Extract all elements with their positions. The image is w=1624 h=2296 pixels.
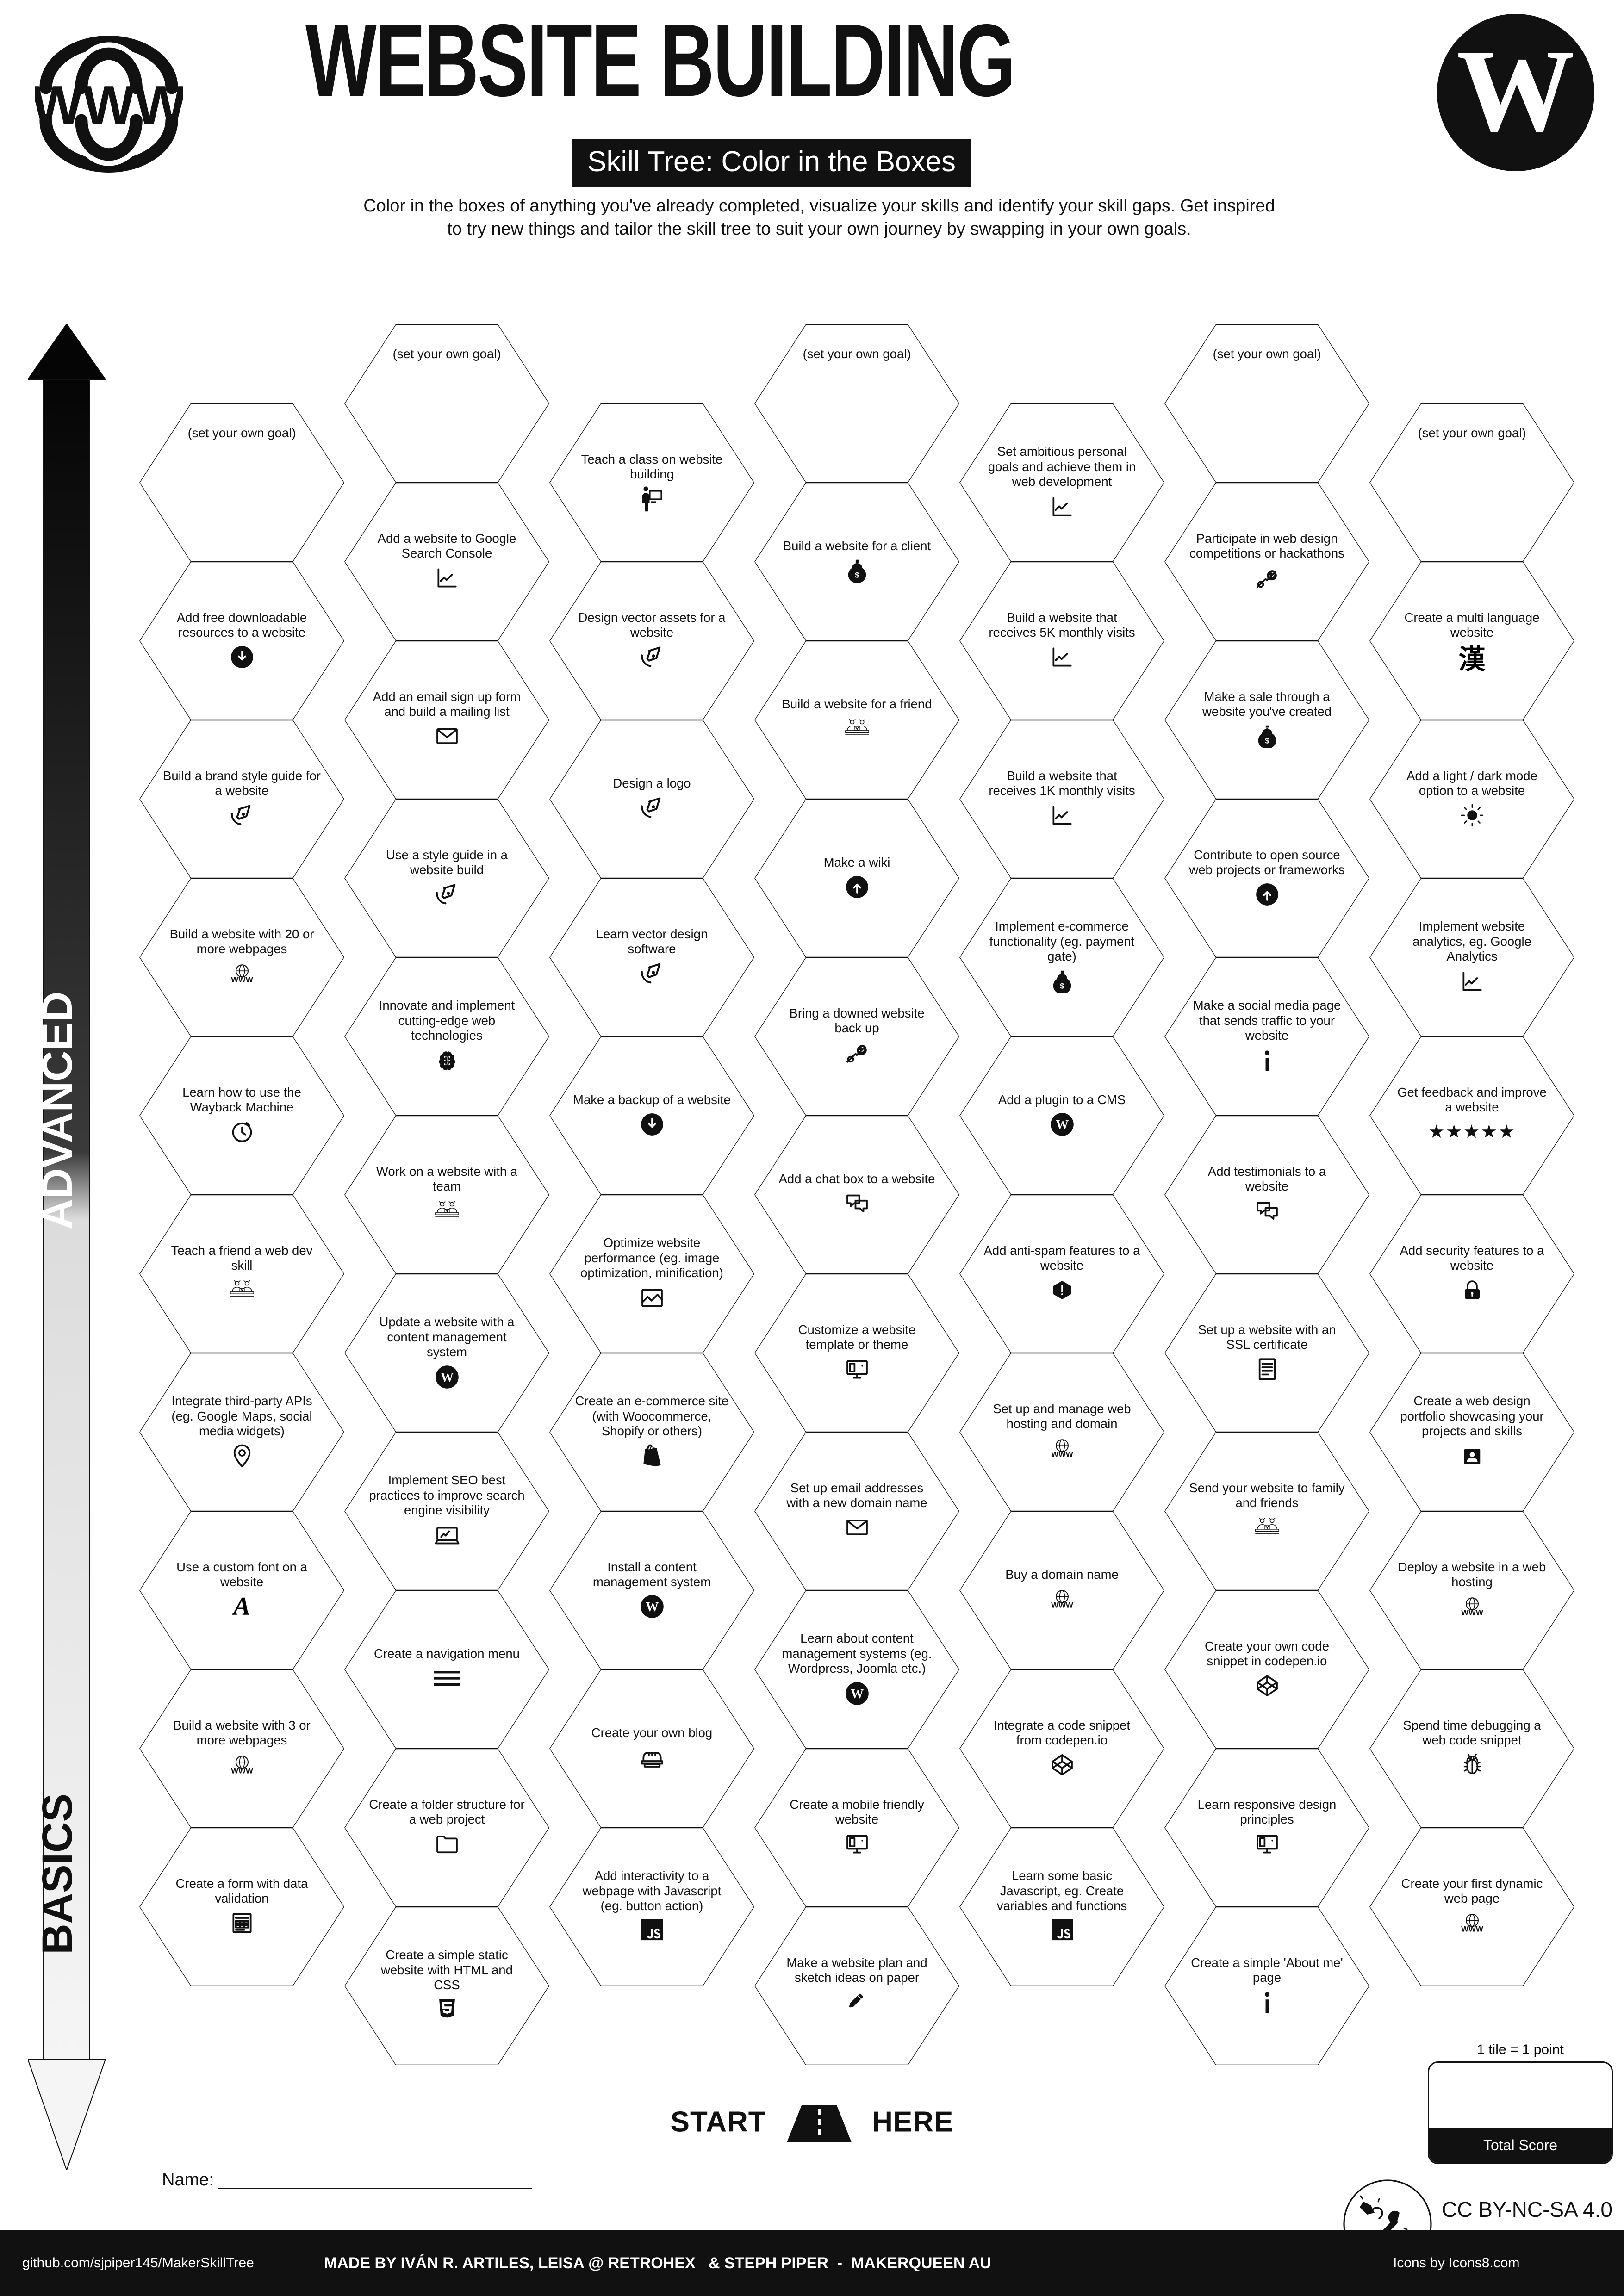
svg-text:WWW: WWW — [231, 975, 253, 983]
svg-text:$: $ — [855, 571, 859, 580]
svg-text:WWW: WWW — [1461, 1608, 1483, 1616]
svg-text:BASICS: BASICS — [34, 1793, 81, 1955]
svg-text:WWW: WWW — [231, 1767, 253, 1775]
svg-text:WWW: WWW — [1051, 1450, 1073, 1458]
svg-text:$: $ — [1060, 982, 1064, 990]
svg-text:W: W — [645, 1601, 658, 1615]
svg-text:WWW: WWW — [1461, 1925, 1483, 1933]
svg-text:W: W — [1055, 1118, 1068, 1132]
svg-text:$: $ — [1265, 737, 1269, 745]
svg-text:W: W — [440, 1371, 453, 1385]
svg-text:ADVANCED: ADVANCED — [34, 992, 81, 1230]
svg-text:WWW: WWW — [1051, 1601, 1073, 1609]
svg-text:W: W — [850, 1687, 863, 1701]
